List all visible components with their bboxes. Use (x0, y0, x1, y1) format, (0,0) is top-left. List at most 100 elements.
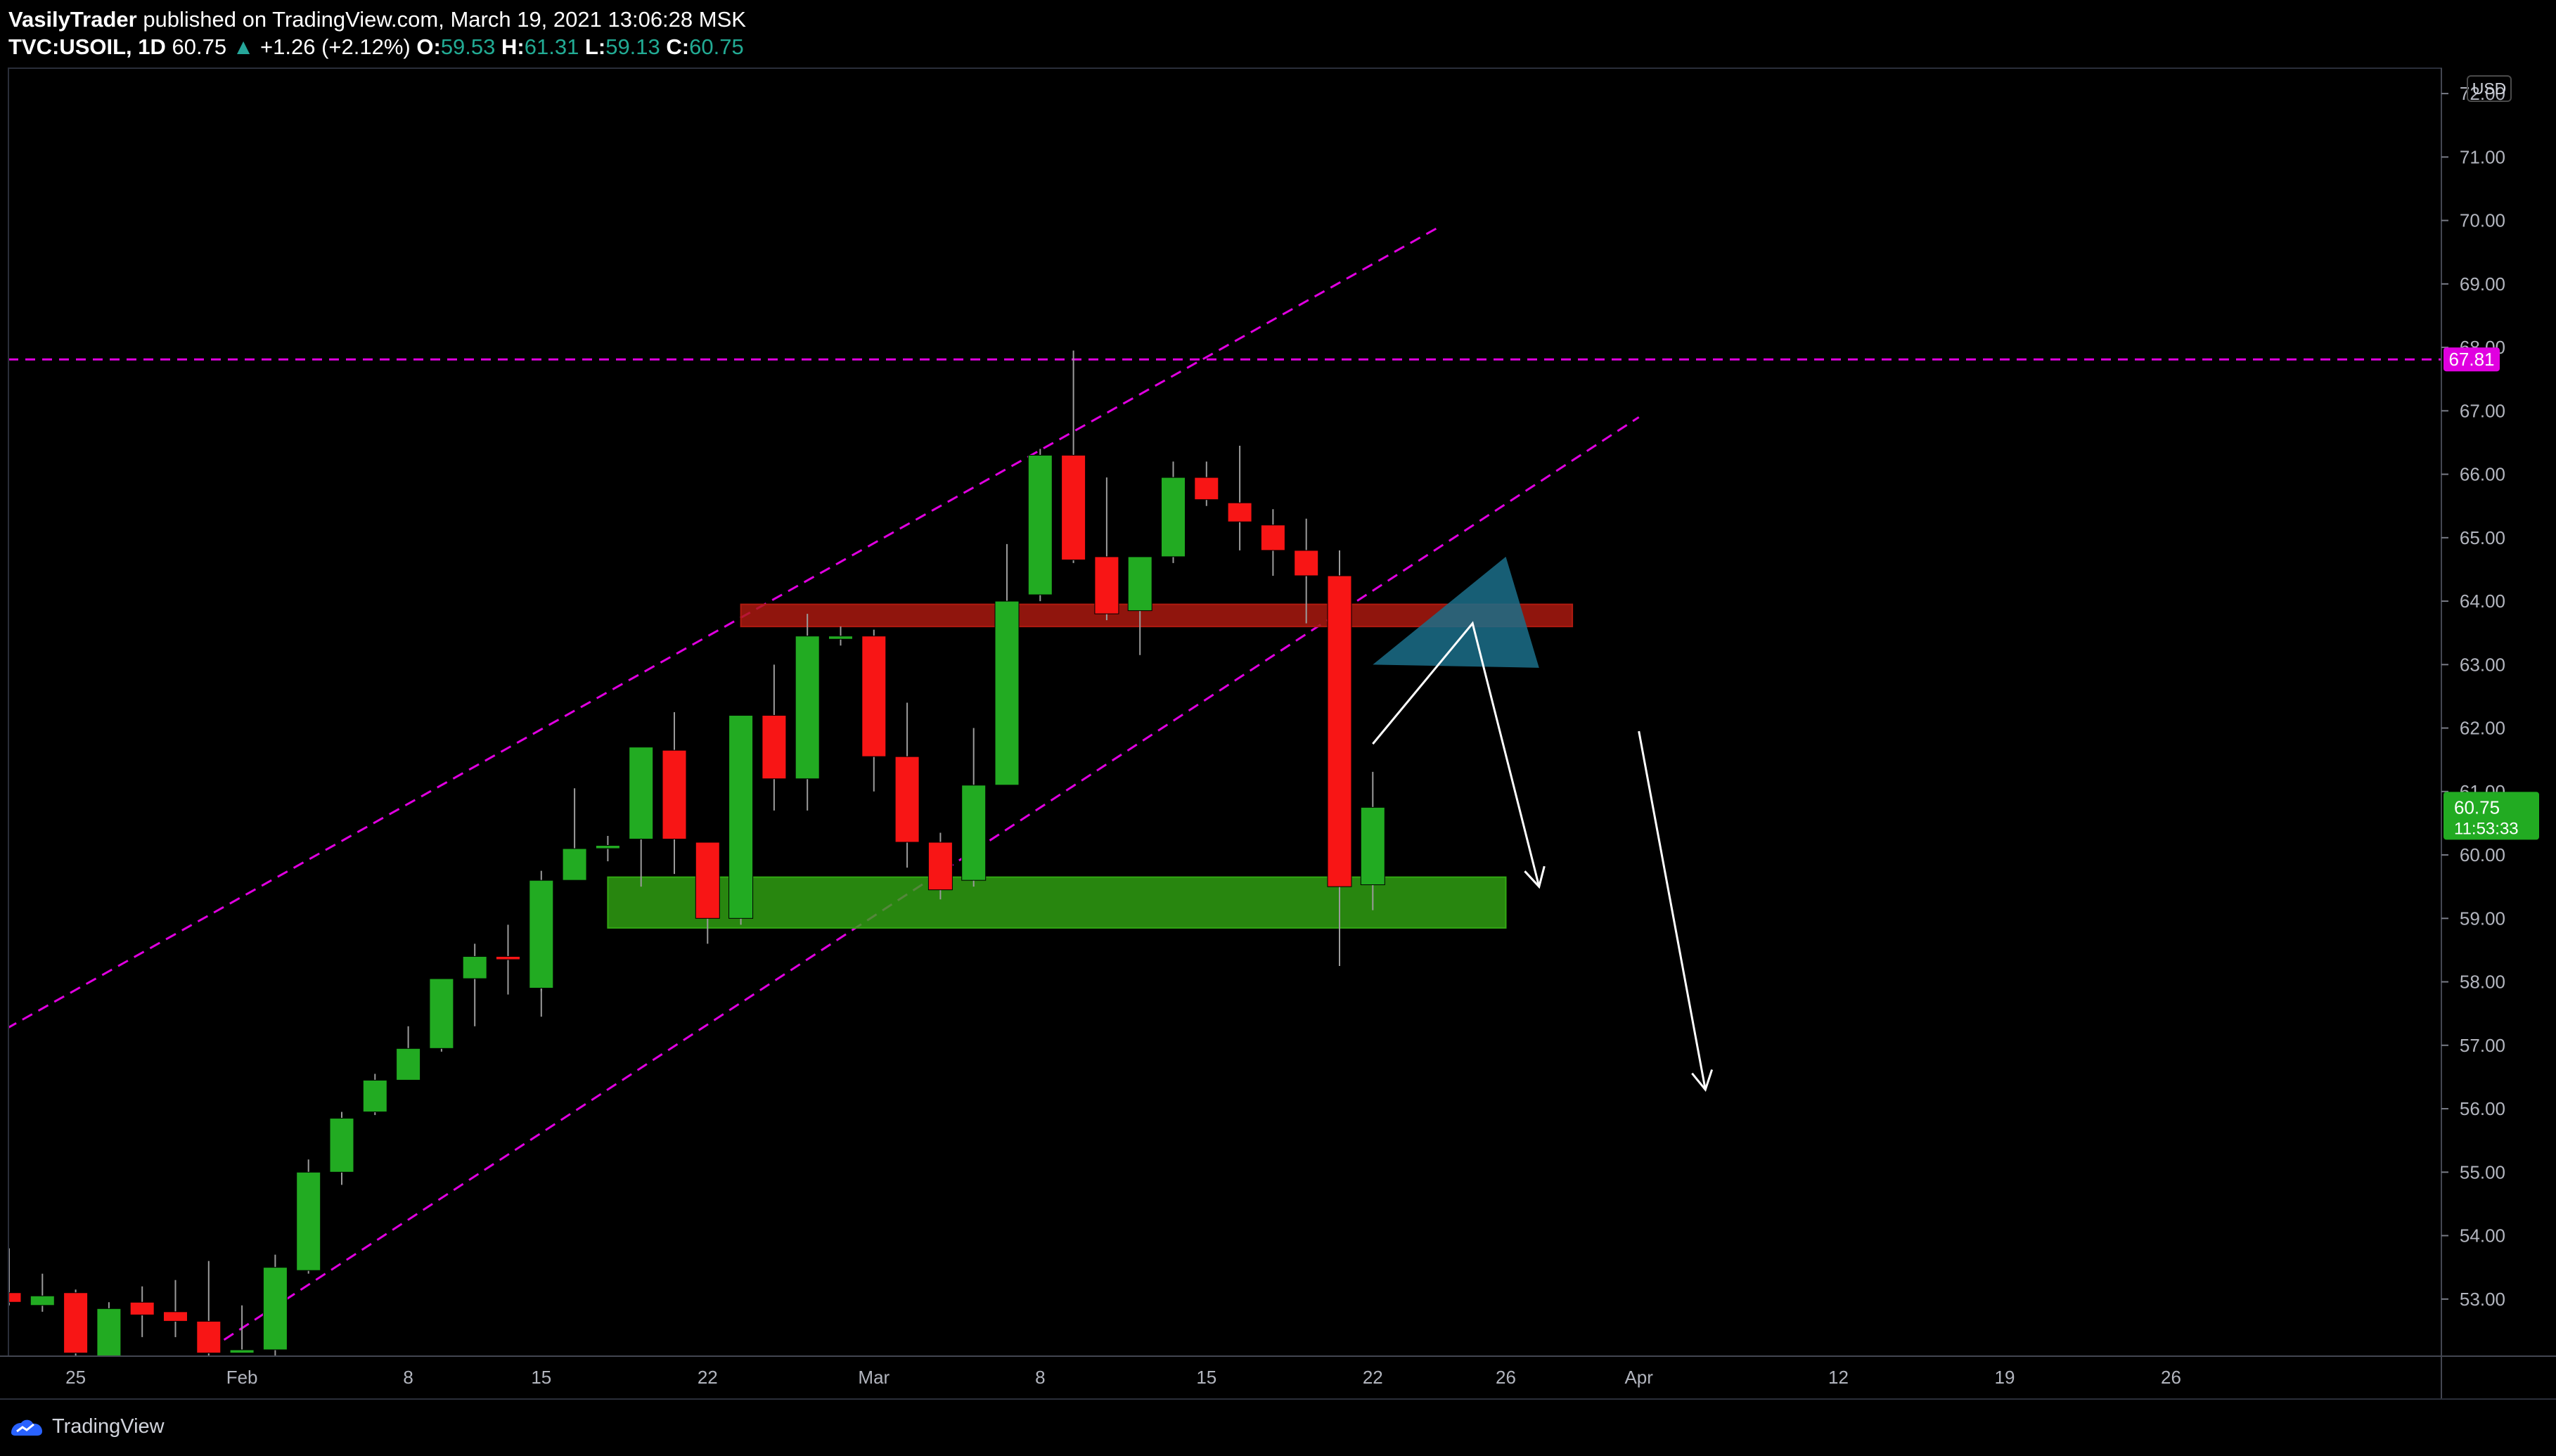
bar-countdown: 11:53:33 (2454, 819, 2519, 838)
forecast-arrow-1[interactable] (1372, 621, 1541, 887)
candle-down[interactable] (695, 842, 720, 919)
currency-badge[interactable]: USD (2467, 75, 2512, 102)
candle-up[interactable] (229, 1349, 255, 1353)
price-tick-label: 53.00 (2460, 1289, 2505, 1310)
forecast-arrowhead-icon (1524, 865, 1546, 889)
candle-down[interactable] (1227, 502, 1252, 522)
current-price-value: 60.75 (2454, 797, 2500, 818)
candle-up[interactable] (396, 1048, 421, 1081)
price-tick-label: 66.00 (2460, 464, 2505, 485)
current-price-label-bg (2443, 792, 2539, 840)
overlays[interactable] (1372, 556, 1714, 1093)
candle-up[interactable] (728, 715, 754, 919)
high-label: H: (501, 34, 525, 59)
candle-up[interactable] (462, 955, 487, 979)
candle-up[interactable] (329, 1118, 354, 1173)
time-tick-label: Mar (858, 1367, 890, 1388)
candle-down[interactable] (861, 636, 887, 757)
candle-down[interactable] (894, 756, 920, 843)
candle-up[interactable] (595, 845, 620, 849)
low-value: 59.13 (605, 34, 660, 59)
forecast-arrowhead-icon (1691, 1069, 1714, 1093)
time-tick-label: Feb (226, 1367, 258, 1388)
time-tick-label: 25 (65, 1367, 86, 1388)
price-tick-label: 54.00 (2460, 1225, 2505, 1246)
candle-down[interactable] (662, 749, 687, 839)
candle-down[interactable] (163, 1311, 188, 1322)
candle-up[interactable] (629, 747, 654, 839)
candles[interactable] (0, 350, 1385, 1356)
published-text: published on TradingView.com, March 19, … (143, 7, 746, 32)
author-name[interactable]: VasilyTrader (8, 7, 137, 32)
candle-up[interactable] (1027, 455, 1053, 595)
chart-header: VasilyTrader published on TradingView.co… (8, 6, 746, 60)
candle-up[interactable] (362, 1079, 387, 1113)
candle-up[interactable] (562, 848, 587, 881)
close-label: C: (666, 34, 690, 59)
tradingview-logo-icon[interactable] (8, 1416, 45, 1437)
level-price-label: 67.81 (2443, 347, 2500, 372)
candle-down[interactable] (1260, 524, 1285, 551)
price-tick-label: 64.00 (2460, 591, 2505, 612)
channel-line-1[interactable] (0, 226, 1440, 1064)
time-tick-label: 15 (1196, 1367, 1216, 1388)
time-tick-label: 22 (698, 1367, 718, 1388)
candle-up[interactable] (1127, 556, 1152, 612)
footer-brand[interactable]: TradingView (52, 1415, 165, 1438)
time-tick-label: 22 (1363, 1367, 1383, 1388)
candle-up[interactable] (961, 785, 987, 881)
candle-up[interactable] (296, 1171, 321, 1271)
candle-down[interactable] (496, 955, 520, 960)
last-price: 60.75 (172, 34, 227, 59)
projection-triangle[interactable] (1373, 556, 1539, 668)
price-tick-label: 63.00 (2460, 654, 2505, 675)
price-tick-label: 60.00 (2460, 844, 2505, 865)
symbol-label[interactable]: TVC:USOIL, 1D (8, 34, 166, 59)
price-tick-label: 70.00 (2460, 210, 2505, 231)
time-tick-label: 15 (531, 1367, 551, 1388)
open-label: O: (416, 34, 441, 59)
time-tick-label: 8 (403, 1367, 413, 1388)
level-price-label-text: 67.81 (2448, 349, 2494, 370)
candle-up[interactable] (529, 880, 554, 989)
candle-down[interactable] (1294, 550, 1319, 576)
level-price-label-bg (2443, 347, 2500, 372)
candle-down[interactable] (1094, 556, 1119, 614)
candle-down[interactable] (927, 842, 953, 891)
candle-up[interactable] (1360, 806, 1385, 885)
candle-up[interactable] (262, 1267, 288, 1351)
candle-down[interactable] (129, 1301, 155, 1315)
candle-up[interactable] (828, 636, 853, 640)
time-tick-label: 19 (1995, 1367, 2015, 1388)
price-tick-label: 62.00 (2460, 718, 2505, 739)
footer: TradingView (8, 1411, 165, 1442)
candle-up[interactable] (994, 600, 1020, 786)
candle-up[interactable] (429, 978, 454, 1049)
candle-up[interactable] (30, 1295, 55, 1306)
price-tick-label: 59.00 (2460, 908, 2505, 929)
candle-down[interactable] (63, 1292, 89, 1353)
open-value: 59.53 (440, 34, 496, 59)
candle-down[interactable] (762, 715, 787, 780)
candle-down[interactable] (1061, 455, 1086, 560)
channel-line-2[interactable] (207, 416, 1640, 1351)
support-zone[interactable] (607, 876, 1507, 929)
price-change: +1.26 (+2.12%) (260, 34, 411, 59)
price-tick-label: 57.00 (2460, 1035, 2505, 1056)
candle-down[interactable] (1327, 575, 1352, 887)
publish-line: VasilyTrader published on TradingView.co… (8, 6, 746, 33)
candle-down[interactable] (1194, 477, 1219, 501)
candle-up[interactable] (795, 636, 820, 780)
price-tick-label: 69.00 (2460, 273, 2505, 295)
forecast-arrow-2[interactable] (1638, 730, 1707, 1090)
time-tick-label: 12 (1828, 1367, 1849, 1388)
close-value: 60.75 (689, 34, 744, 59)
price-tick-label: 55.00 (2460, 1161, 2505, 1183)
candle-up[interactable] (1161, 477, 1186, 558)
ohlc-line: TVC:USOIL, 1D 60.75 ▲ +1.26 (+2.12%) O:5… (8, 33, 746, 60)
candle-up[interactable] (96, 1308, 122, 1356)
candle-down[interactable] (196, 1320, 221, 1353)
